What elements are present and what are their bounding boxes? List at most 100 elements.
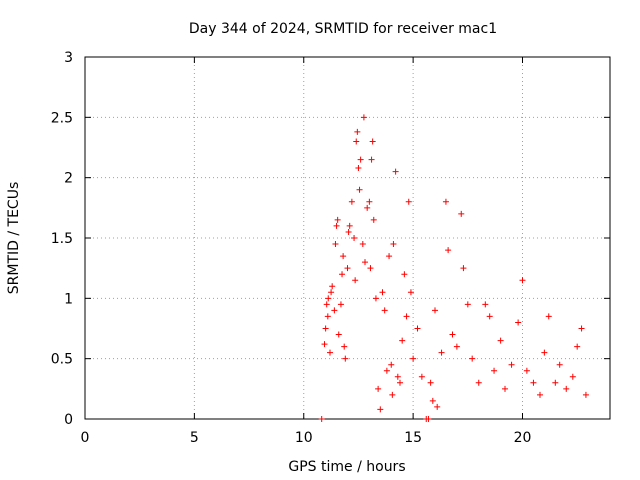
data-point xyxy=(346,222,353,229)
data-point xyxy=(414,325,421,332)
data-point xyxy=(389,391,396,398)
x-tick-label: 5 xyxy=(190,430,199,446)
data-point xyxy=(362,259,368,266)
data-point xyxy=(328,289,335,296)
data-point xyxy=(370,216,377,223)
data-point xyxy=(515,319,522,326)
data-point xyxy=(388,361,395,368)
data-point xyxy=(574,343,581,350)
data-point xyxy=(432,307,438,314)
data-point xyxy=(427,379,434,386)
data-point xyxy=(333,222,340,229)
data-point xyxy=(469,355,476,362)
y-tick-label: 2.5 xyxy=(51,110,73,126)
data-point xyxy=(367,265,374,272)
data-point xyxy=(332,241,339,248)
data-point xyxy=(491,367,498,374)
plot-frame xyxy=(84,56,611,420)
data-point xyxy=(552,379,559,386)
data-point xyxy=(475,379,482,386)
data-point xyxy=(339,271,346,278)
x-tick-label: 0 xyxy=(81,430,90,446)
data-point xyxy=(438,349,445,356)
data-point xyxy=(458,210,465,217)
data-point xyxy=(353,138,360,145)
data-point xyxy=(530,379,537,386)
data-point xyxy=(324,313,331,320)
grid xyxy=(85,57,610,419)
data-point xyxy=(342,355,349,362)
y-axis-label: SRMTID / TECUs xyxy=(6,182,22,295)
data-point xyxy=(368,156,375,163)
x-axis-label: GPS time / hours xyxy=(288,459,405,475)
data-point xyxy=(325,295,332,302)
data-point xyxy=(486,313,493,320)
data-point xyxy=(329,283,336,290)
data-point xyxy=(331,307,338,314)
y-tick-label: 1 xyxy=(64,291,73,307)
data-point xyxy=(537,391,543,398)
y-tick-label: 0 xyxy=(64,412,73,428)
data-point xyxy=(337,301,344,308)
data-point xyxy=(502,385,508,392)
data-point xyxy=(381,307,388,314)
data-point xyxy=(482,301,489,308)
data-point xyxy=(345,228,352,235)
data-point xyxy=(429,397,436,404)
axis-ticks: 0 0.5 1 1.5 2 2.5 3 0 5 10 15 20 xyxy=(51,50,610,446)
data-point xyxy=(351,235,358,241)
data-point xyxy=(497,337,504,344)
y-tick-label: 0.5 xyxy=(51,352,73,368)
data-point xyxy=(372,295,379,302)
data-point xyxy=(508,361,515,368)
data-point xyxy=(464,301,471,308)
data-point xyxy=(364,204,371,211)
data-point xyxy=(360,114,367,121)
data-point xyxy=(386,253,393,260)
y-tick-label: 3 xyxy=(64,50,73,66)
data-point xyxy=(359,241,366,248)
data-point xyxy=(340,253,347,260)
data-point xyxy=(410,355,417,362)
data-point xyxy=(369,138,376,145)
data-point xyxy=(569,373,576,380)
data-point xyxy=(523,367,530,374)
data-point xyxy=(405,198,412,205)
data-point xyxy=(377,406,384,413)
data-point xyxy=(323,301,330,308)
y-tick-label: 2 xyxy=(64,171,73,187)
data-point xyxy=(355,165,362,172)
data-point xyxy=(460,265,467,272)
data-point xyxy=(322,325,329,332)
x-tick-label: 10 xyxy=(295,430,313,446)
data-point xyxy=(453,343,460,350)
data-point xyxy=(407,289,414,296)
data-point xyxy=(335,331,342,338)
data-point xyxy=(341,343,348,350)
data-point xyxy=(383,367,390,374)
data-point xyxy=(375,385,382,392)
data-point xyxy=(442,198,449,205)
data-point xyxy=(394,373,401,380)
data-point xyxy=(334,216,341,223)
data-point xyxy=(449,331,456,338)
chart-title: Day 344 of 2024, SRMTID for receiver mac… xyxy=(189,21,497,37)
data-point xyxy=(344,265,351,272)
data-point xyxy=(390,241,397,248)
x-tick-label: 15 xyxy=(404,430,422,446)
data-point xyxy=(354,128,361,135)
data-point xyxy=(434,403,441,410)
data-point xyxy=(556,361,563,368)
data-point xyxy=(578,325,585,332)
data-point xyxy=(318,416,325,422)
data-point xyxy=(401,271,408,278)
data-point xyxy=(379,289,386,296)
data-point xyxy=(541,349,548,356)
data-point xyxy=(352,277,359,284)
data-point xyxy=(519,277,526,284)
data-point xyxy=(445,247,452,254)
data-point xyxy=(545,313,552,320)
data-point xyxy=(392,168,399,175)
data-point xyxy=(397,379,403,386)
